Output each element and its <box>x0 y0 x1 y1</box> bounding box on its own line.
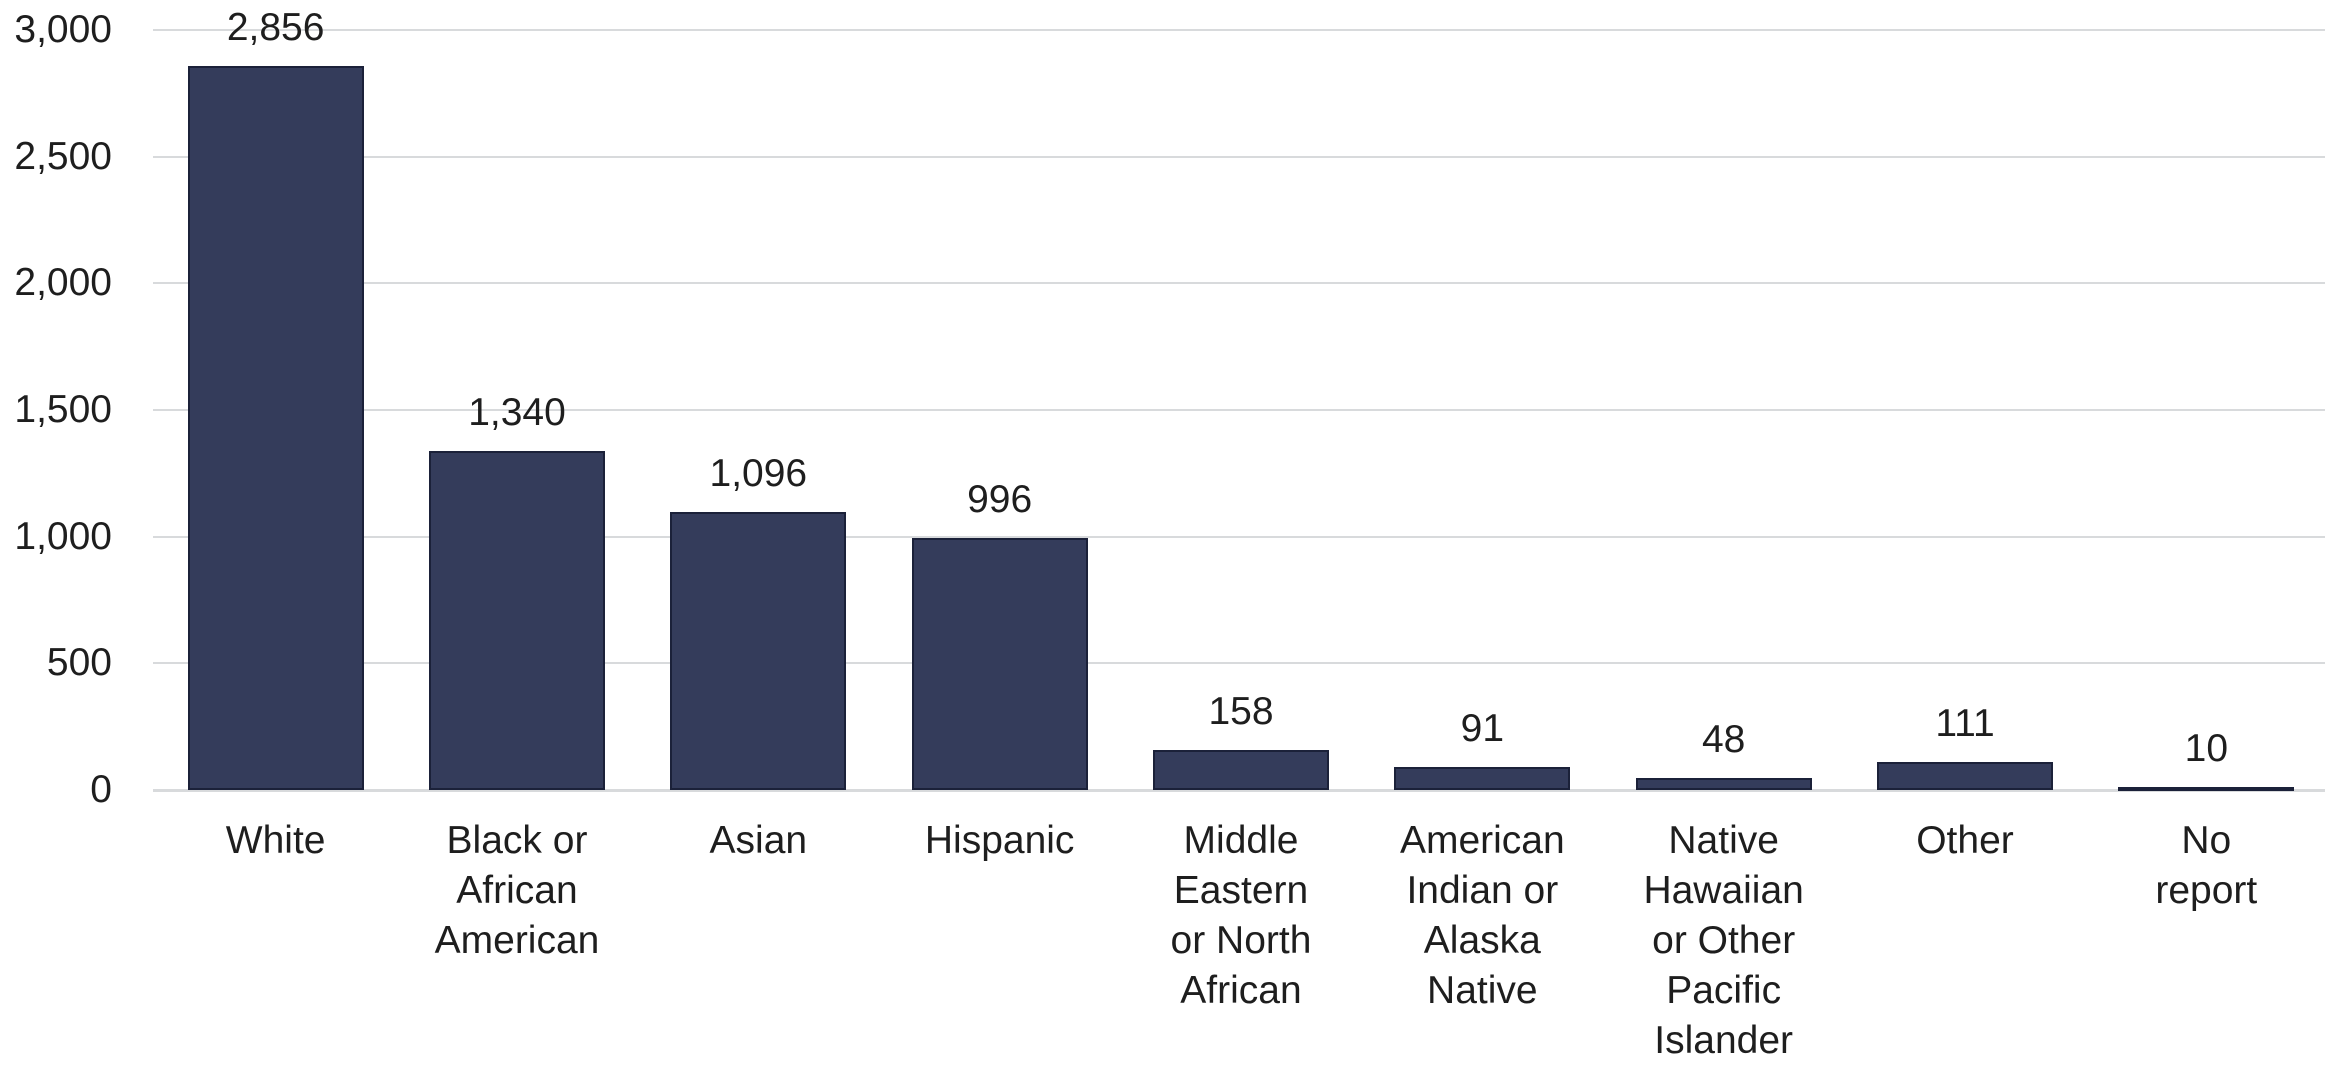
x-axis-category-label: Hispanic <box>924 819 1075 862</box>
bar <box>429 451 605 790</box>
x-axis-category-label: No report <box>2155 819 2258 912</box>
x-axis-category-label: Black or African American <box>434 819 600 962</box>
bar-value-label: 111 <box>1935 701 1995 745</box>
bar-value-label: 2,856 <box>226 6 325 50</box>
bar <box>670 512 847 790</box>
y-axis-tick-label: 0 <box>90 768 112 811</box>
bar-value-label: 48 <box>1701 717 1746 761</box>
x-axis-category-label: American Indian or Alaska Native <box>1399 819 1565 1012</box>
y-axis-tick-label: 1,000 <box>14 514 112 558</box>
bar <box>1153 750 1329 790</box>
y-axis-tick-label: 500 <box>46 641 112 685</box>
y-axis-tick-label: 2,000 <box>14 261 112 305</box>
bar-value-label: 91 <box>1460 706 1505 750</box>
bar <box>911 538 1088 790</box>
bar-value-label: 1,096 <box>709 452 808 496</box>
x-axis-category-label: Middle Eastern or North African <box>1170 819 1312 1012</box>
x-axis-category-label: White <box>225 819 326 862</box>
y-axis-tick-label: 2,500 <box>14 134 112 178</box>
bar <box>1394 767 1571 790</box>
bar-value-label: 996 <box>967 477 1033 521</box>
y-axis-tick-label: 1,500 <box>14 388 112 431</box>
bar-value-label: 1,340 <box>468 390 566 434</box>
gridline <box>153 662 2325 665</box>
bar <box>187 66 364 790</box>
gridline <box>153 535 2325 538</box>
y-axis-tick-label: 3,000 <box>14 8 112 51</box>
gridline <box>153 409 2325 411</box>
gridline <box>153 155 2325 158</box>
bar <box>1877 762 2053 790</box>
x-axis-category-label: Asian <box>709 819 808 862</box>
gridline <box>153 29 2325 31</box>
gridline <box>153 789 2325 792</box>
bar <box>2118 787 2295 791</box>
bar-value-label: 158 <box>1208 689 1274 733</box>
x-axis-category-label: Native Hawaiian or Other Pacific Islande… <box>1643 819 1804 1062</box>
bar <box>1635 778 1812 790</box>
bar-value-label: 10 <box>2184 727 2229 771</box>
gridline <box>153 282 2325 285</box>
x-axis-category-label: Other <box>1916 819 2014 862</box>
